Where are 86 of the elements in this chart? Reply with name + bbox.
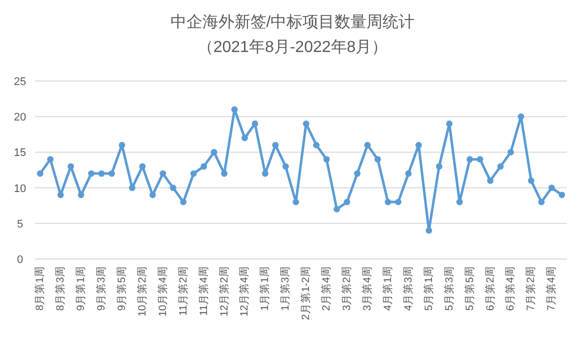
point: [78, 192, 84, 198]
x-tick-label: 5月第3周: [443, 266, 456, 311]
point: [139, 163, 146, 170]
point: [446, 120, 453, 127]
point: [170, 184, 176, 191]
x-tick-label: 6月第2周: [484, 266, 496, 311]
point: [344, 198, 350, 206]
x-tick-label: 11月第4周: [198, 266, 210, 316]
x-tick-label: 3月第4周: [362, 266, 374, 311]
point: [252, 120, 258, 127]
x-tick-label: 9月第3周: [96, 266, 108, 311]
point: [405, 170, 412, 177]
point: [466, 156, 474, 163]
point: [313, 142, 320, 148]
point: [98, 170, 105, 177]
x-tick-label: 9月第5周: [116, 266, 128, 311]
point: [538, 198, 545, 206]
point: [36, 170, 44, 177]
x-tick-label: 12月第4周: [238, 266, 251, 317]
point: [476, 156, 484, 163]
point: [149, 192, 156, 198]
point: [231, 106, 238, 113]
y-tick-label: 15: [14, 147, 26, 160]
x-tick-label: 9月第1周: [75, 266, 88, 311]
x-tick-label: 2月第1-2周: [300, 266, 312, 320]
point: [68, 163, 74, 170]
point: [354, 170, 360, 177]
point: [487, 177, 494, 184]
y-tick-label: 0: [16, 254, 24, 266]
point: [374, 156, 381, 163]
point: [364, 142, 371, 148]
y-tick-label: 20: [14, 112, 26, 124]
chart-subtitle: （2021年8月-2022年8月）: [197, 39, 388, 56]
point: [292, 198, 300, 206]
point: [210, 149, 218, 156]
point: [88, 170, 94, 177]
point: [221, 170, 228, 177]
x-tick-label: 1月第3周: [280, 266, 292, 311]
x-tick-label: 10月第4周: [156, 266, 169, 317]
point: [190, 170, 197, 177]
x-tick-label: 3月第2周: [341, 266, 354, 311]
point: [334, 206, 340, 212]
point: [118, 142, 126, 148]
y-tick-label: 5: [16, 218, 24, 230]
x-tick-label: 6月第4周: [504, 266, 517, 311]
point: [384, 198, 392, 206]
x-tick-label: 5月第1周: [422, 266, 435, 311]
x-tick-label: 8月第3周: [54, 266, 67, 311]
x-tick-label: 7月第4周: [546, 266, 558, 311]
point: [47, 156, 54, 163]
point: [272, 142, 279, 148]
x-tick-label: 2月第4周: [320, 266, 333, 311]
x-tick-label: 5月第5周: [464, 266, 476, 311]
point: [548, 184, 555, 191]
x-tick-label: 11月第2周: [177, 266, 190, 316]
point: [394, 198, 402, 206]
x-tick-label: 1月第1周: [259, 266, 272, 311]
point: [456, 198, 463, 206]
x-tick-label: 10月第2周: [136, 266, 148, 317]
point: [180, 198, 187, 206]
point: [518, 113, 524, 120]
x-tick-label: 7月第2周: [525, 266, 538, 311]
point: [128, 184, 136, 191]
point: [426, 227, 432, 234]
point: [436, 163, 442, 170]
x-tick-label: 12月第2周: [218, 266, 230, 317]
point: [508, 149, 514, 156]
point: [57, 192, 64, 198]
point: [108, 170, 115, 177]
point: [160, 170, 166, 177]
point: [302, 120, 310, 127]
point: [528, 177, 534, 184]
point: [262, 170, 268, 177]
chart-title: 中企海外新签/中标项目数量周统计: [170, 13, 415, 31]
x-tick-label: 4月第3周: [402, 266, 414, 311]
y-tick-label: 10: [14, 182, 26, 195]
point: [497, 163, 504, 170]
y-tick-label: 25: [14, 76, 26, 88]
point: [282, 163, 289, 170]
point: [323, 156, 330, 163]
point: [415, 142, 422, 148]
point: [242, 134, 248, 142]
point: [200, 163, 208, 170]
point: [558, 192, 566, 198]
x-tick-label: 4月第1周: [382, 266, 394, 311]
x-tick-label: 8月第1周: [34, 266, 46, 311]
